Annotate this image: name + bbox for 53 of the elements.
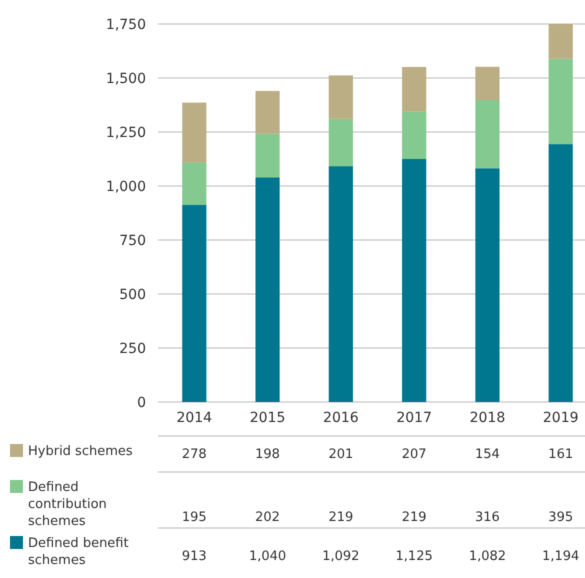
x-tick-label: 2019 <box>542 410 579 426</box>
bar <box>328 118 353 166</box>
x-tick-label: 2014 <box>176 410 212 426</box>
y-tick-label: 1,750 <box>106 16 146 33</box>
data-label: 316 <box>475 510 500 525</box>
data-label: 161 <box>548 447 574 462</box>
y-tick-label: 0 <box>137 394 146 411</box>
data-label: 1,125 <box>396 549 433 564</box>
bar <box>255 90 280 134</box>
y-tick-label: 1,500 <box>106 70 146 87</box>
bar <box>255 177 280 402</box>
x-tick-label: 2016 <box>323 410 359 426</box>
bar <box>182 162 206 205</box>
legend-label: Hybrid schemes <box>28 444 133 459</box>
data-label: 195 <box>182 510 207 525</box>
bar <box>402 112 426 159</box>
bar <box>475 100 500 168</box>
bar <box>328 75 353 119</box>
bar <box>475 168 500 402</box>
bar <box>402 159 426 402</box>
y-tick-label: 750 <box>119 232 146 249</box>
data-label: 1,082 <box>468 549 506 564</box>
data-label: 154 <box>475 447 500 462</box>
bar <box>402 66 426 112</box>
x-tick-label: 2017 <box>396 410 432 426</box>
data-label: 201 <box>328 447 354 462</box>
bar <box>328 166 353 402</box>
y-tick-label: 1,000 <box>106 178 146 195</box>
x-tick-label: 2015 <box>250 410 286 426</box>
bar <box>548 24 573 59</box>
data-label: 395 <box>548 510 574 525</box>
legend-label: Defined contribution schemes <box>28 480 107 529</box>
data-label: 207 <box>402 447 427 462</box>
data-label: 278 <box>182 447 207 462</box>
data-label: 219 <box>402 510 427 525</box>
data-label: 1,194 <box>542 549 580 564</box>
data-label: 219 <box>328 510 354 525</box>
bar <box>548 58 573 144</box>
bar <box>182 204 206 402</box>
bar <box>182 102 206 163</box>
legend-label: Defined benefit schemes <box>28 536 129 568</box>
bar <box>475 66 500 100</box>
y-tick-label: 1,250 <box>106 124 146 141</box>
data-label: 1,040 <box>248 549 286 564</box>
data-label: 202 <box>255 510 280 525</box>
data-label: 1,092 <box>322 549 360 564</box>
bar <box>548 144 573 402</box>
y-tick-label: 250 <box>119 340 146 357</box>
bar <box>255 134 280 178</box>
data-label: 198 <box>255 447 280 462</box>
y-tick-label: 500 <box>119 286 146 303</box>
x-tick-label: 2018 <box>470 410 506 426</box>
data-label: 913 <box>182 549 207 564</box>
